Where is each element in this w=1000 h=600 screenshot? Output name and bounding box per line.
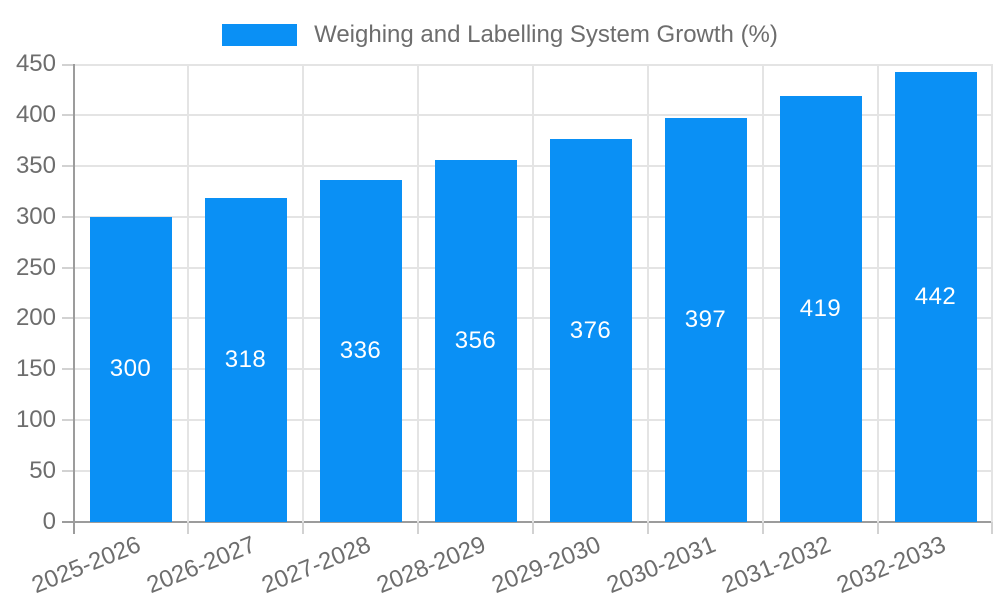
x-tick-mark bbox=[532, 522, 534, 534]
x-tick-mark bbox=[417, 522, 419, 534]
x-tick-mark bbox=[762, 522, 764, 534]
y-tick-label: 100 bbox=[15, 406, 56, 434]
y-tick-mark bbox=[62, 368, 73, 371]
bar-2032-2033[interactable]: 442 bbox=[894, 72, 977, 522]
y-tick-mark bbox=[62, 266, 73, 269]
bar-2028-2029[interactable]: 356 bbox=[434, 159, 517, 522]
legend-swatch bbox=[222, 24, 298, 46]
plot-area: 300 318 336 356 376 397 419 442 bbox=[62, 64, 993, 534]
v-gridline bbox=[417, 64, 419, 522]
x-tick-label: 2027-2028 bbox=[257, 531, 375, 600]
bar-value-label: 376 bbox=[569, 316, 612, 344]
y-tick-label: 0 bbox=[42, 508, 56, 535]
v-gridline bbox=[877, 64, 879, 522]
bar-value-label: 419 bbox=[799, 294, 842, 322]
legend-label: Weighing and Labelling System Growth (%) bbox=[314, 21, 778, 48]
bar-2030-2031[interactable]: 397 bbox=[664, 117, 747, 522]
v-gridline bbox=[991, 64, 993, 522]
bar-value-label: 397 bbox=[684, 305, 727, 333]
y-axis-line bbox=[73, 64, 75, 522]
x-tick-label: 2025-2026 bbox=[27, 531, 145, 600]
v-gridline bbox=[302, 64, 304, 522]
bar-value-label: 356 bbox=[454, 326, 497, 354]
bar-2031-2032[interactable]: 419 bbox=[779, 95, 862, 522]
x-tick-label: 2031-2032 bbox=[717, 531, 835, 600]
y-tick-label: 350 bbox=[15, 151, 56, 179]
bar-value-label: 318 bbox=[224, 346, 267, 374]
y-tick-label: 400 bbox=[15, 100, 56, 128]
x-tick-label: 2032-2033 bbox=[832, 531, 950, 600]
x-tick-label: 2028-2029 bbox=[372, 531, 490, 600]
bar-2029-2030[interactable]: 376 bbox=[549, 139, 632, 522]
y-tick-mark bbox=[62, 317, 73, 320]
bar-value-label: 442 bbox=[914, 283, 957, 311]
v-gridline bbox=[532, 64, 534, 522]
chart-legend[interactable]: Weighing and Labelling System Growth (%) bbox=[0, 21, 1000, 49]
bar-value-label: 336 bbox=[339, 337, 382, 365]
bar-2027-2028[interactable]: 336 bbox=[319, 180, 402, 522]
x-tick-label: 2030-2031 bbox=[602, 531, 720, 600]
x-tick-mark bbox=[302, 522, 304, 534]
y-tick-label: 300 bbox=[15, 202, 56, 230]
y-tick-mark bbox=[62, 164, 73, 167]
v-gridline bbox=[647, 64, 649, 522]
x-tick-mark bbox=[647, 522, 649, 534]
y-tick-mark bbox=[62, 113, 73, 116]
y-tick-mark bbox=[62, 470, 73, 473]
y-tick-label: 50 bbox=[29, 457, 56, 485]
y-tick-label: 250 bbox=[15, 253, 56, 281]
y-tick-label: 150 bbox=[15, 355, 56, 383]
y-tick-mark bbox=[62, 521, 73, 523]
x-tick-label: 2029-2030 bbox=[487, 531, 605, 600]
bar-2025-2026[interactable]: 300 bbox=[89, 216, 172, 522]
y-tick-mark bbox=[62, 419, 73, 422]
y-tick-label: 200 bbox=[15, 304, 56, 332]
y-tick-label: 450 bbox=[15, 50, 56, 77]
x-tick-mark bbox=[991, 522, 993, 534]
x-tick-mark bbox=[187, 522, 189, 534]
bar-value-label: 300 bbox=[109, 355, 152, 383]
y-tick-mark bbox=[62, 215, 73, 218]
x-tick-mark bbox=[73, 522, 75, 534]
v-gridline bbox=[187, 64, 189, 522]
x-tick-mark bbox=[877, 522, 879, 534]
x-tick-label: 2026-2027 bbox=[142, 531, 260, 600]
bar-2026-2027[interactable]: 318 bbox=[204, 198, 287, 522]
v-gridline bbox=[762, 64, 764, 522]
y-tick-mark bbox=[62, 64, 73, 66]
